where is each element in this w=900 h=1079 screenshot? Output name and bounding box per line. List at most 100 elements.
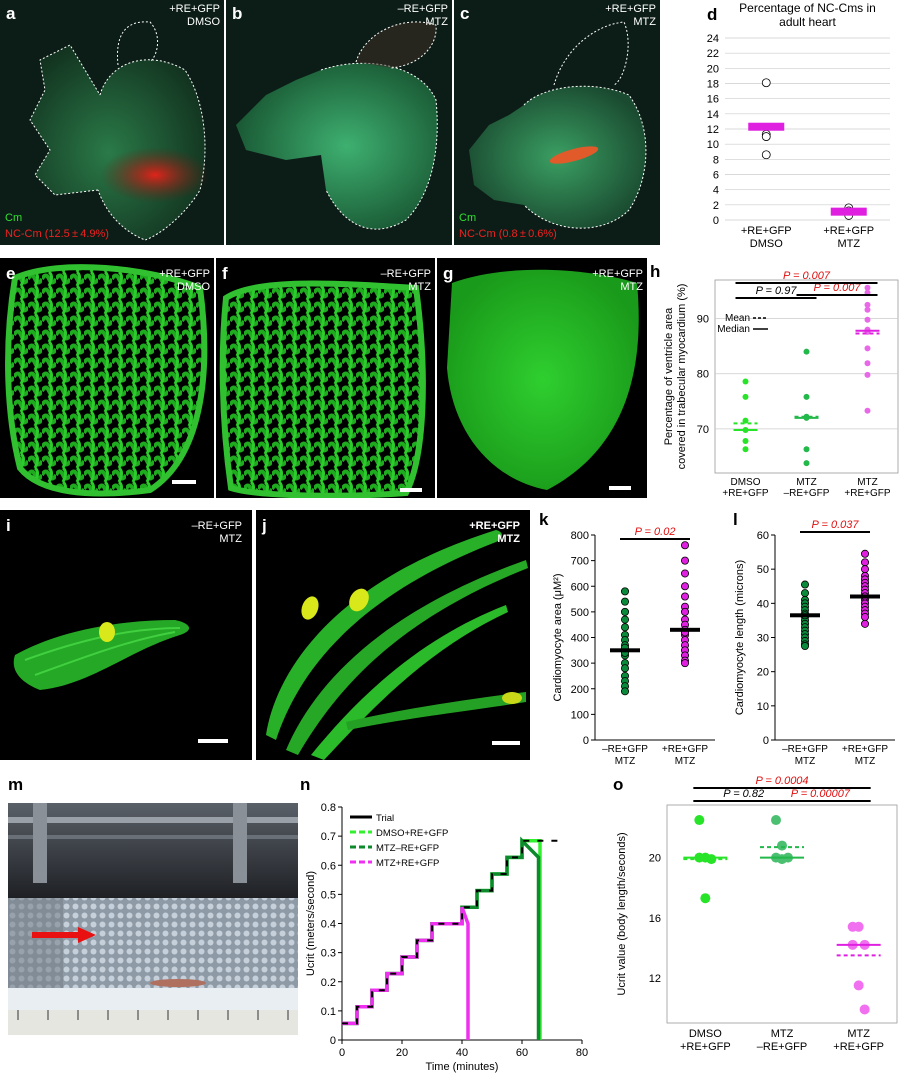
x-category-label: MTZ: [837, 238, 860, 250]
micrograph-f: f –RE+GFP MTZ: [216, 258, 435, 498]
y-tick-label: 12: [707, 124, 719, 136]
data-point: [864, 301, 871, 308]
section-image-f: [219, 280, 426, 498]
micrograph-c: c +RE+GFP MTZ Cm NC-Cm (0.8 ± 0.6%): [454, 0, 660, 245]
x-category-label: +RE+GFP: [741, 225, 792, 237]
p-value-label: P = 0.007: [783, 270, 831, 282]
x-category-label: MTZ: [796, 477, 817, 488]
legend-median-label: Median: [717, 324, 750, 335]
micrograph-j: j +RE+GFP MTZ: [256, 510, 530, 760]
data-point: [742, 393, 749, 400]
genotype-text: +RE+GFP: [159, 268, 210, 280]
treatment-text: DMSO: [187, 16, 220, 28]
x-category-label: MTZ: [857, 477, 878, 488]
data-point: [864, 371, 871, 378]
data-point: [680, 569, 689, 578]
chart-panel-l: l 0 10 20 30 40 50 60 –RE+GFP MTZ +RE+GFP MTZ Cardi…: [725, 505, 900, 770]
mean-bar: [830, 207, 867, 216]
panel-label-o: o: [613, 775, 624, 794]
genotype-text: –RE+GFP: [191, 520, 242, 532]
x-category-label: –RE+GFP: [602, 744, 648, 755]
x-category-label: +RE+GFP: [823, 225, 874, 237]
genotype-text: –RE+GFP: [397, 3, 448, 15]
data-point: [694, 815, 705, 826]
y-axis-label: Ucrit value (body length/seconds): [616, 832, 628, 995]
x-category-label: MTZ: [675, 756, 696, 767]
condition-label-e: +RE+GFP DMSO: [159, 268, 210, 294]
cm-legend: Cm: [459, 212, 477, 224]
micrograph-e: e +RE+GFP DMSO: [0, 258, 214, 498]
data-point: [864, 407, 871, 414]
chart-panel-k: k 0 100 200 300 400 500 600 700 800 –RE+GFP MTZ +RE…: [535, 505, 725, 770]
p-value-label: P = 0.0004: [755, 775, 808, 787]
condition-label-g: +RE+GFP MTZ: [592, 268, 643, 294]
x-category-label: –RE+GFP: [784, 488, 830, 499]
y-tick-label: 22: [707, 48, 719, 60]
mean-bar: [670, 627, 700, 632]
legend-label: MTZ+RE+GFP: [376, 858, 439, 869]
x-category-label: +RE+GFP: [833, 1041, 884, 1053]
data-point: [680, 607, 689, 616]
data-point: [777, 840, 787, 851]
y-axis-label: covered in trabecular myocardium (%): [676, 284, 688, 470]
genotype-text: +RE+GFP: [169, 3, 220, 15]
data-point: [680, 592, 689, 601]
p-value-label: P = 0.037: [812, 519, 860, 531]
y-axis-label: Ucrit (meters/second): [305, 871, 317, 976]
panel-label-a: a: [6, 4, 16, 23]
data-point: [801, 580, 810, 589]
data-point: [864, 345, 871, 352]
y-tick-label: 20: [707, 63, 719, 75]
data-point: [864, 316, 871, 323]
x-category-label: DMSO: [689, 1028, 722, 1040]
x-category-label: MTZ: [615, 756, 636, 767]
y-tick-label: 12: [649, 973, 661, 985]
x-category-label: DMSO: [731, 477, 761, 488]
y-tick-label: 600: [571, 581, 589, 593]
panel-label-d: d: [707, 5, 718, 24]
mean-bar: [850, 594, 880, 599]
y-tick-label: 6: [713, 170, 719, 182]
y-tick-label: 0: [713, 215, 719, 227]
x-tick-label: 80: [576, 1047, 588, 1059]
y-tick-label: 14: [707, 109, 719, 121]
y-tick-label: 8: [713, 154, 719, 166]
y-tick-label: 2: [713, 200, 719, 212]
x-tick-label: 60: [516, 1047, 528, 1059]
data-point: [860, 613, 869, 622]
genotype-text: –RE+GFP: [380, 268, 431, 280]
treatment-text: MTZ: [620, 281, 643, 293]
y-tick-label: 18: [707, 79, 719, 91]
genotype-text: +RE+GFP: [605, 3, 656, 15]
y-tick-label: 500: [571, 607, 589, 619]
data-point: [761, 132, 771, 141]
data-point: [801, 589, 810, 598]
data-point: [860, 558, 869, 567]
y-tick-label: 50: [757, 564, 769, 576]
treatment-text: MTZ: [633, 16, 656, 28]
data-point: [777, 854, 787, 865]
data-point: [803, 460, 810, 467]
data-point: [680, 541, 689, 550]
chart-h: 708090DMSO+RE+GFPMTZ–RE+GFPMTZ+RE+GFPPer…: [663, 270, 899, 499]
data-point: [860, 619, 869, 628]
y-axis-label: Percentage of ventricle area: [663, 307, 675, 445]
cm-legend: Cm: [5, 212, 23, 224]
y-tick-label: 0: [330, 1035, 336, 1047]
condition-label-f: –RE+GFP MTZ: [381, 268, 431, 294]
data-point: [801, 642, 810, 651]
y-tick-label: 400: [571, 633, 589, 645]
data-point: [621, 664, 630, 673]
genotype-text: +RE+GFP: [592, 268, 643, 280]
y-tick-label: 300: [571, 658, 589, 670]
panel-label-g: g: [443, 264, 454, 283]
data-point: [680, 556, 689, 565]
data-point: [761, 78, 771, 88]
data-point: [680, 582, 689, 591]
y-tick-label: 10: [707, 139, 719, 151]
y-tick-label: 0.2: [321, 977, 336, 989]
y-tick-label: 0.4: [321, 919, 336, 931]
x-category-label: +RE+GFP: [680, 1041, 731, 1053]
data-point: [680, 659, 689, 668]
panel-label-i: i: [6, 516, 11, 535]
